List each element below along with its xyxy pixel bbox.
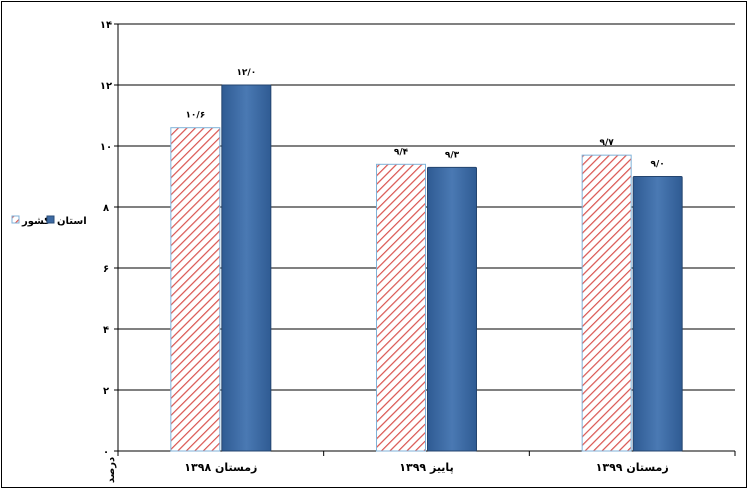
data-label: ۱۲/۰ [236, 68, 256, 78]
bar-ostan [427, 166, 477, 452]
bar-keshvar [376, 163, 426, 452]
bars [170, 84, 683, 452]
x-tick-label: زمستان ۱۳۹۹ [596, 461, 669, 474]
x-tick-label: زمستان ۱۳۹۸ [184, 461, 257, 474]
data-label: ۱۰/۶ [185, 111, 205, 121]
bar-ostan [221, 84, 272, 452]
legend: کشور استان [11, 215, 87, 227]
y-tick-label: ۱۲ [100, 81, 112, 92]
grid-lines [118, 23, 735, 391]
legend-label-ostan: استان [57, 216, 87, 227]
data-label: ۹/۷ [600, 138, 615, 148]
data-labels: ۱۰/۶ ۱۲/۰ ۹/۴ ۹/۳ ۹/۷ ۹/۰ [185, 68, 664, 170]
legend-swatch-ostan [46, 215, 55, 224]
bar-keshvar [170, 127, 221, 452]
data-label: ۹/۰ [651, 160, 665, 170]
x-tick-label: پاییز ۱۳۹۹ [399, 461, 453, 474]
y-tick-label: ۰ [103, 447, 109, 458]
y-tick-label: ۱۰ [100, 142, 112, 153]
bar-ostan [632, 176, 683, 452]
legend-swatch-keshvar [11, 215, 20, 224]
y-tick-label: ۱۴ [100, 20, 112, 31]
y-tick-label: ۸ [103, 203, 109, 214]
bar-keshvar [581, 154, 632, 452]
y-tick-label: ۲ [103, 386, 109, 397]
y-axis-unit-label: درصد [106, 457, 117, 483]
data-label: ۹/۴ [394, 147, 409, 157]
legend-label-keshvar: کشور [21, 216, 50, 227]
y-tick-label: ۶ [103, 264, 109, 275]
data-label: ۹/۳ [445, 150, 460, 160]
axes: ۰ ۲ ۴ ۶ ۸ ۱۰ ۱۲ ۱۴ زمستان ۱۳۹۸ پاییز ۱۳۹۹ زمستان ۱… [100, 20, 736, 474]
y-tick-label: ۴ [103, 325, 109, 336]
